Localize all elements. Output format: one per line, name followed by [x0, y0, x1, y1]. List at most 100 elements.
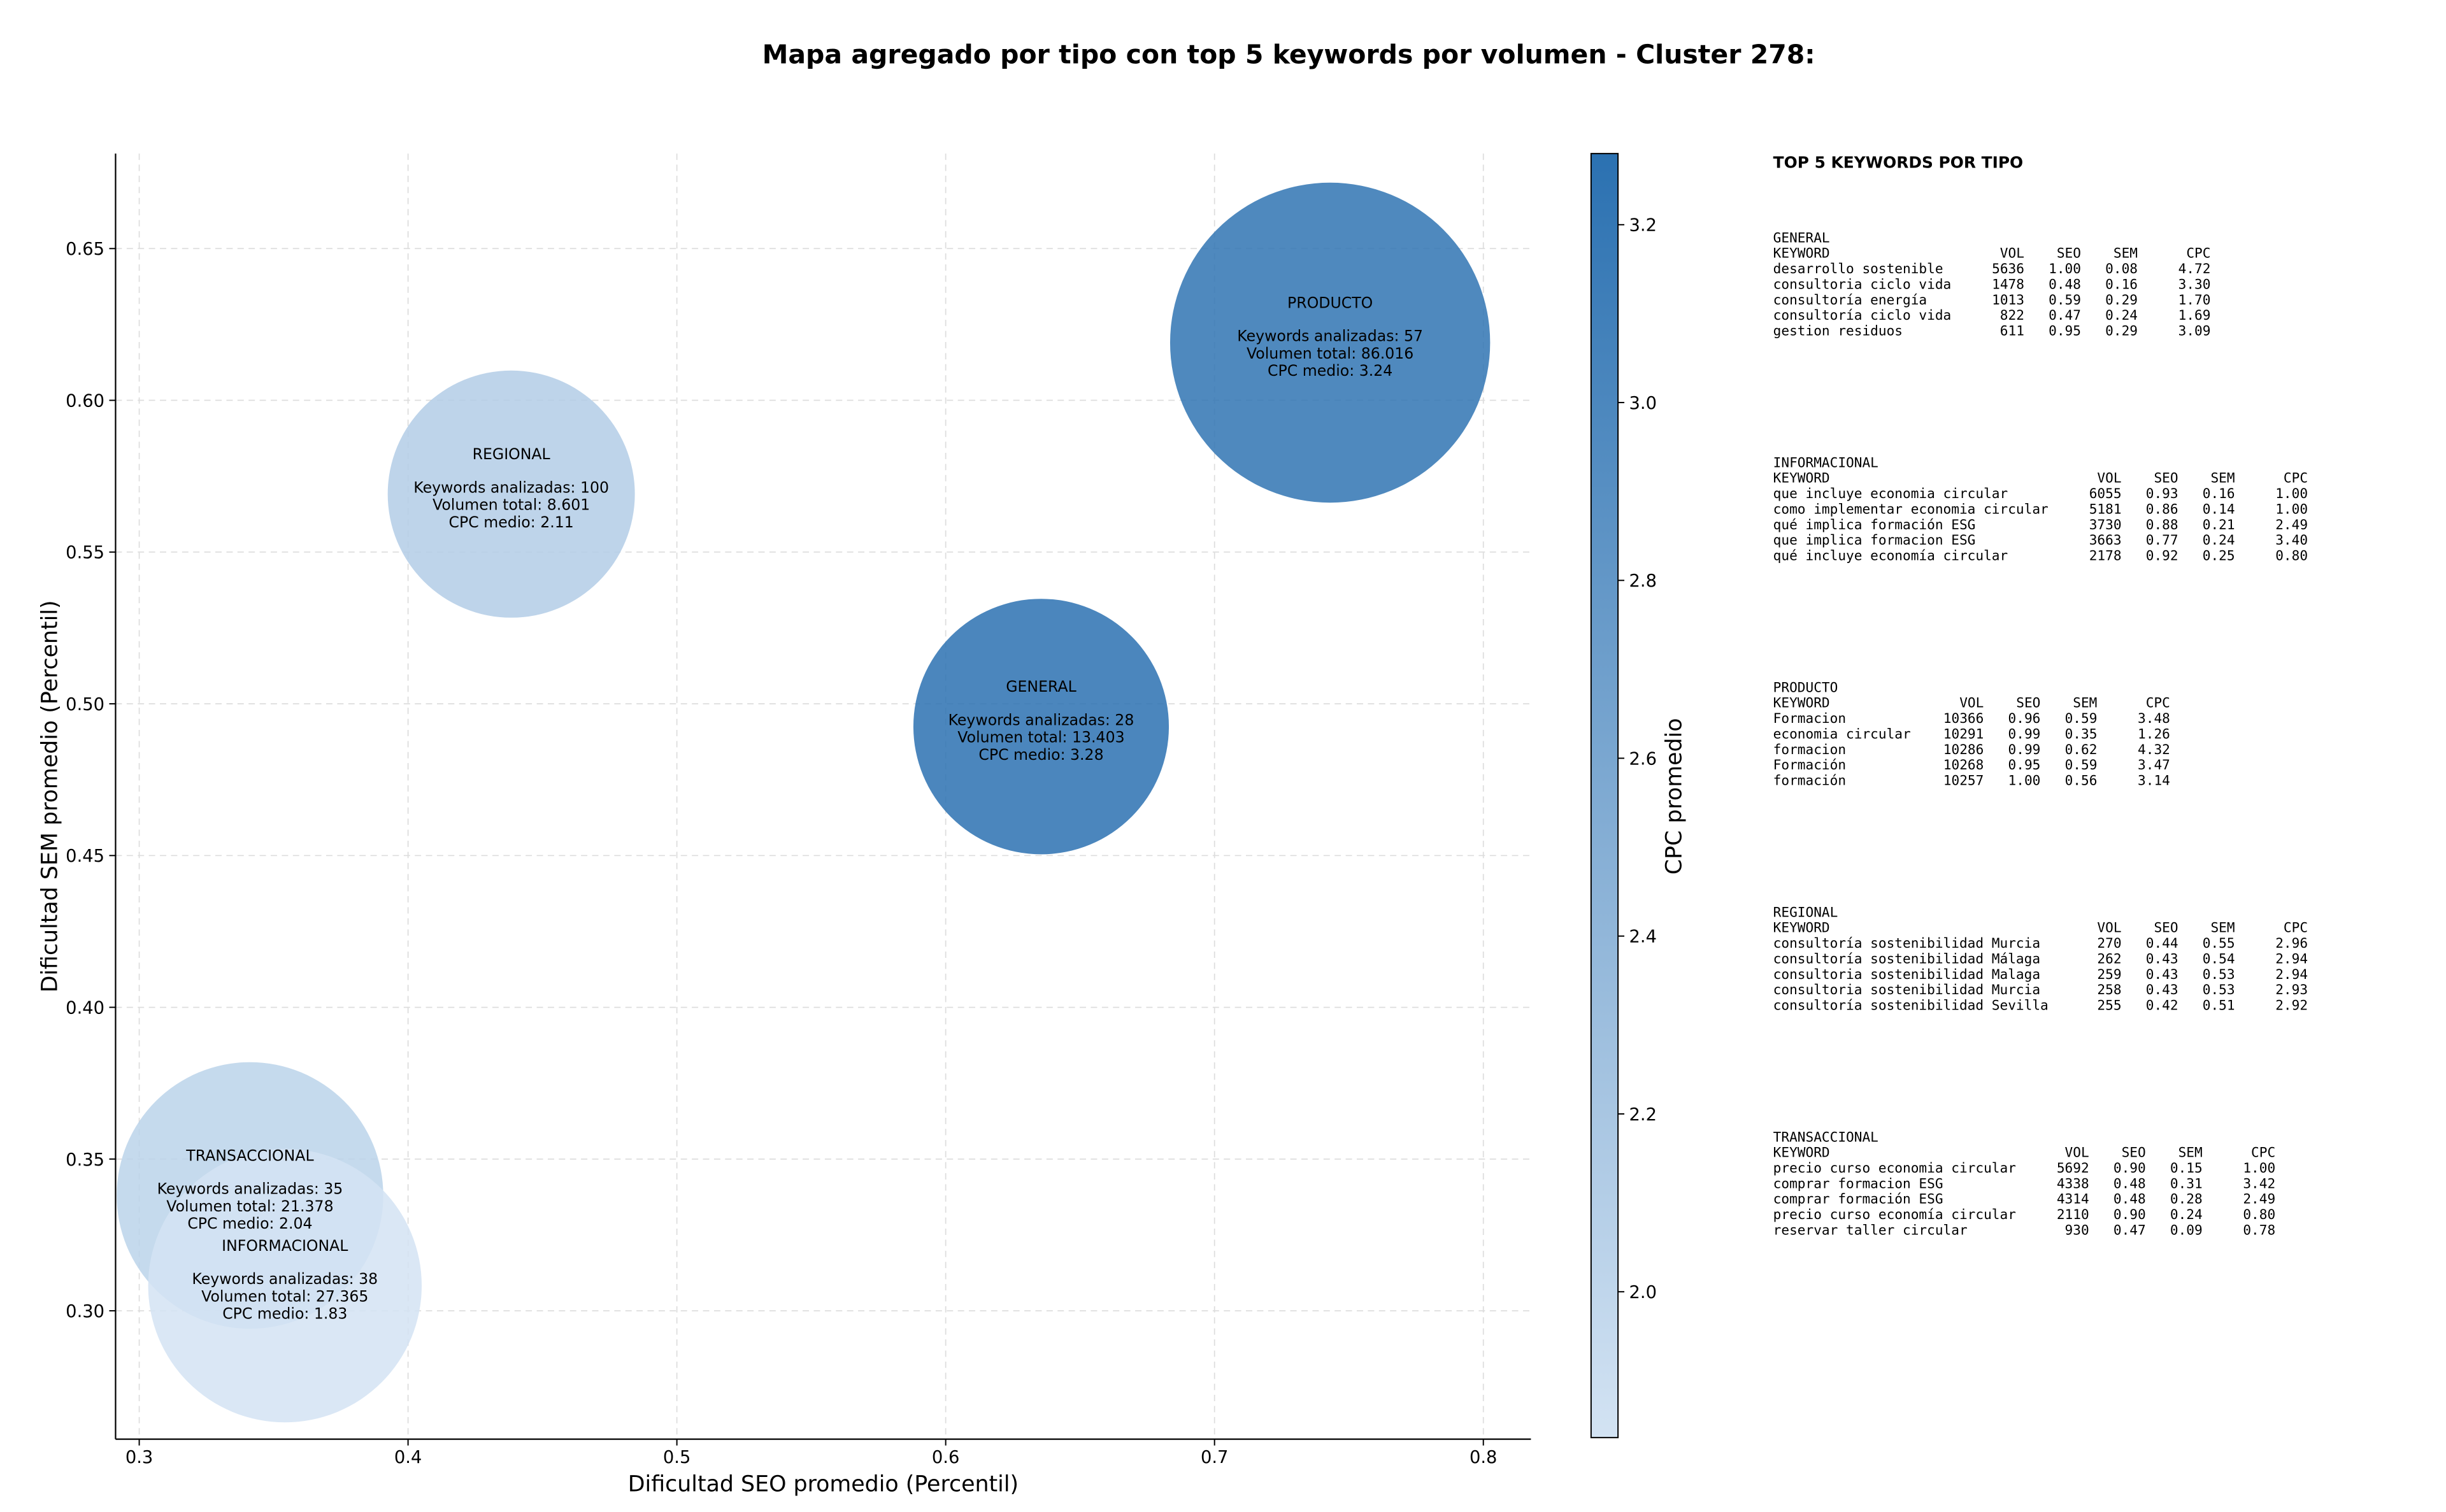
x-tick-label: 0.8 — [1470, 1448, 1497, 1467]
metric-cell: 4314 — [2057, 1191, 2089, 1207]
metric-cell: 0.24 — [2105, 307, 2138, 323]
metric-cell: 0.24 — [2203, 532, 2235, 548]
table-header: KEYWORD — [1773, 920, 1830, 936]
metric-cell: 258 — [2097, 981, 2121, 997]
metric-cell: 1013 — [1992, 292, 2024, 308]
metric-cell: 0.88 — [2146, 517, 2178, 532]
table-header: SEM — [2073, 695, 2097, 711]
bubble-cpc: CPC medio: 2.04 — [187, 1215, 312, 1232]
metric-cell: 1.00 — [2049, 260, 2081, 276]
keyword-cell: consultoría ciclo vida — [1773, 307, 1952, 323]
metric-cell: 0.59 — [2065, 710, 2098, 726]
metric-cell: 0.92 — [2146, 547, 2178, 563]
metric-cell: 3.47 — [2138, 757, 2170, 773]
table-header: SEO — [2016, 695, 2040, 711]
colorbar-tick-label: 3.0 — [1629, 394, 1657, 413]
metric-cell: 0.59 — [2049, 292, 2081, 308]
metric-cell: 0.80 — [2243, 1206, 2275, 1222]
metric-cell: 0.90 — [2113, 1206, 2146, 1222]
metric-cell: 2.49 — [2243, 1191, 2275, 1207]
colorbar-tick-label: 3.2 — [1629, 216, 1657, 236]
section-name: REGIONAL — [1773, 904, 1838, 920]
colorbar-tick-label: 2.4 — [1629, 927, 1657, 947]
y-tick-label: 0.55 — [66, 543, 104, 563]
x-axis-label: Dificultad SEO promedio (Percentil) — [628, 1472, 1019, 1497]
metric-cell: 0.16 — [2203, 485, 2235, 501]
y-tick-label: 0.40 — [66, 999, 104, 1018]
keyword-cell: precio curso economia circular — [1773, 1160, 2016, 1176]
metric-cell: 611 — [2000, 323, 2024, 339]
bubble-cpc: CPC medio: 2.11 — [449, 513, 574, 531]
keyword-cell: gestion residuos — [1773, 323, 1903, 339]
keyword-cell: reservar taller circular — [1773, 1222, 1968, 1237]
metric-cell: 0.86 — [2146, 501, 2178, 517]
keyword-cell: comprar formación ESG — [1773, 1191, 1943, 1207]
metric-cell: 0.35 — [2065, 725, 2098, 741]
metric-cell: 2178 — [2089, 547, 2122, 563]
bubble — [913, 599, 1169, 855]
metric-cell: 0.31 — [2170, 1175, 2203, 1191]
table-header: SEM — [2113, 245, 2138, 261]
keyword-cell: consultoría sostenibilidad Málaga — [1773, 950, 2040, 966]
table-header: SEO — [2154, 470, 2178, 486]
metric-cell: 0.93 — [2146, 485, 2178, 501]
bubble-name: PRODUCTO — [1287, 294, 1373, 311]
metric-cell: 2.96 — [2275, 935, 2308, 951]
y-tick-label: 0.45 — [66, 846, 104, 866]
bubble-cpc: CPC medio: 3.24 — [1268, 362, 1392, 380]
metric-cell: 0.55 — [2203, 935, 2235, 951]
metric-cell: 0.95 — [2049, 323, 2081, 339]
keyword-cell: consultoría sostenibilidad Murcia — [1773, 935, 2040, 951]
metric-cell: 2110 — [2057, 1206, 2089, 1222]
metric-cell: 0.09 — [2170, 1222, 2203, 1237]
table-header: KEYWORD — [1773, 470, 1830, 486]
metric-cell: 0.15 — [2170, 1160, 2203, 1176]
bubble-keywords: Keywords analizadas: 100 — [413, 478, 609, 496]
metric-cell: 822 — [2000, 307, 2024, 323]
metric-cell: 0.48 — [2049, 276, 2081, 292]
metric-cell: 0.96 — [2008, 710, 2041, 726]
bubble-volume: Volumen total: 27.365 — [201, 1287, 368, 1305]
metric-cell: 0.29 — [2105, 323, 2138, 339]
keyword-cell: Formación — [1773, 757, 1846, 773]
bubble-keywords: Keywords analizadas: 57 — [1237, 327, 1423, 345]
metric-cell: 5181 — [2089, 501, 2122, 517]
table-header: KEYWORD — [1773, 1145, 1830, 1160]
metric-cell: 0.25 — [2203, 547, 2235, 563]
metric-cell: 0.16 — [2105, 276, 2138, 292]
metric-cell: 3730 — [2089, 517, 2122, 532]
metric-cell: 0.28 — [2170, 1191, 2203, 1207]
metric-cell: 0.54 — [2203, 950, 2235, 966]
table-header: CPC — [2284, 470, 2308, 486]
bubble-name: TRANSACCIONAL — [185, 1146, 314, 1164]
panel-title: TOP 5 KEYWORDS POR TIPO — [1773, 153, 2023, 171]
metric-cell: 10366 — [1943, 710, 1984, 726]
table-header: SEM — [2210, 470, 2235, 486]
metric-cell: 0.95 — [2008, 757, 2041, 773]
keyword-cell: qué incluye economía circular — [1773, 547, 2008, 563]
metric-cell: 0.42 — [2146, 997, 2178, 1013]
metric-cell: 0.51 — [2203, 997, 2235, 1013]
table-header: VOL — [2065, 1145, 2089, 1160]
x-tick-label: 0.4 — [394, 1448, 422, 1467]
bubble-name: INFORMACIONAL — [222, 1237, 348, 1255]
metric-cell: 2.93 — [2275, 981, 2308, 997]
metric-cell: 0.56 — [2065, 772, 2098, 788]
table-header: CPC — [2146, 695, 2170, 711]
metric-cell: 0.47 — [2113, 1222, 2146, 1237]
metric-cell: 262 — [2097, 950, 2121, 966]
metric-cell: 0.77 — [2146, 532, 2178, 548]
keyword-cell: consultoría sostenibilidad Sevilla — [1773, 997, 2049, 1013]
table-header: VOL — [1959, 695, 1984, 711]
keyword-cell: consultoría energía — [1773, 292, 1927, 308]
keyword-cell: consultoria ciclo vida — [1773, 276, 1952, 292]
colorbar-tick-label: 2.0 — [1629, 1283, 1657, 1302]
metric-cell: 0.29 — [2105, 292, 2138, 308]
table-header: CPC — [2186, 245, 2210, 261]
keyword-cell: formación — [1773, 772, 1846, 788]
metric-cell: 1.70 — [2178, 292, 2211, 308]
keyword-cell: Formacion — [1773, 710, 1846, 726]
metric-cell: 2.92 — [2275, 997, 2308, 1013]
metric-cell: 4.72 — [2178, 260, 2211, 276]
bubble-volume: Volumen total: 86.016 — [1247, 345, 1413, 362]
